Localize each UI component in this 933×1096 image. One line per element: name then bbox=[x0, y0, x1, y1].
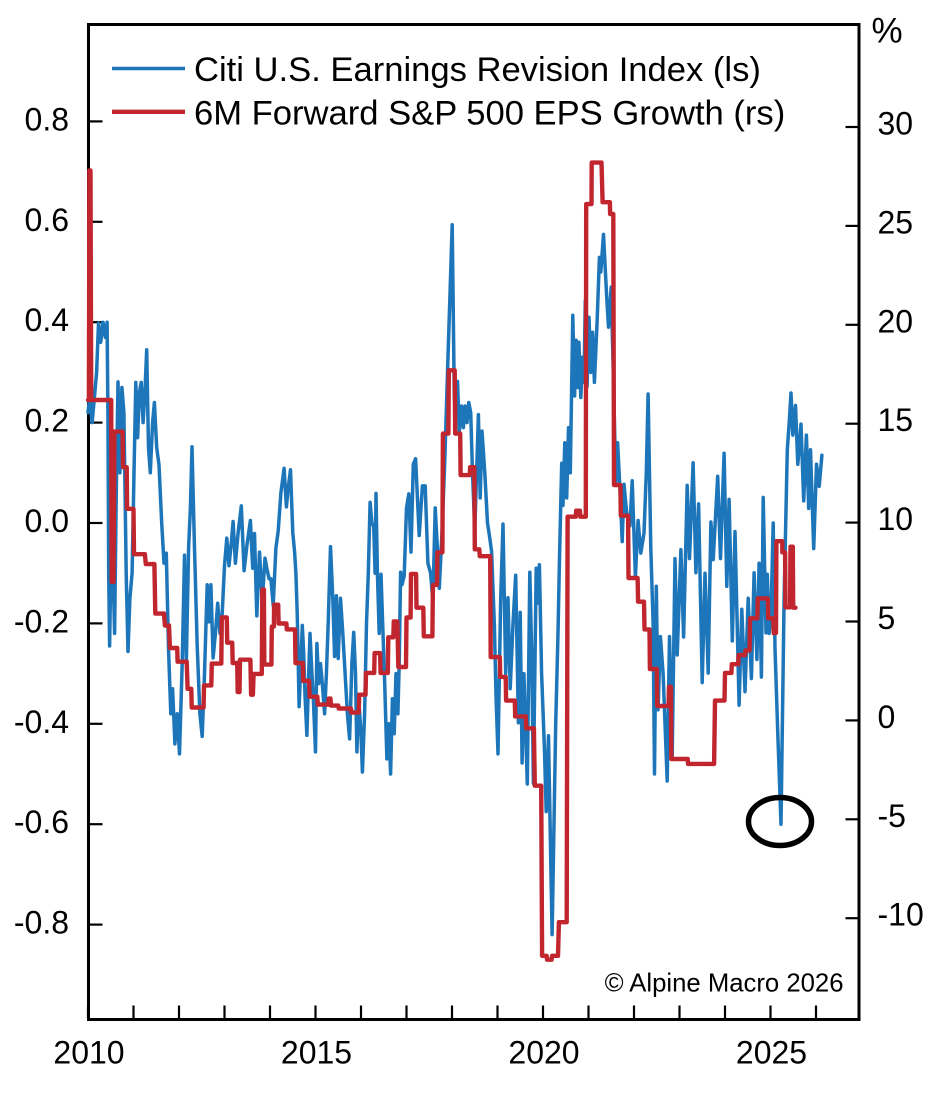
svg-text:0.8: 0.8 bbox=[25, 101, 69, 137]
svg-text:2010: 2010 bbox=[53, 1035, 124, 1071]
svg-text:0.4: 0.4 bbox=[25, 302, 69, 338]
svg-text:2025: 2025 bbox=[736, 1035, 807, 1071]
svg-text:© Alpine Macro 2026: © Alpine Macro 2026 bbox=[605, 970, 844, 998]
svg-text:6M Forward S&P 500 EPS Growth: 6M Forward S&P 500 EPS Growth (rs) bbox=[194, 94, 785, 132]
svg-text:5: 5 bbox=[878, 600, 896, 636]
svg-text:-0.4: -0.4 bbox=[14, 704, 69, 740]
svg-text:-0.2: -0.2 bbox=[14, 603, 69, 639]
svg-text:0.6: 0.6 bbox=[25, 202, 69, 238]
svg-text:%: % bbox=[872, 12, 903, 51]
svg-text:0.2: 0.2 bbox=[25, 403, 69, 439]
svg-text:Citi U.S. Earnings Revision In: Citi U.S. Earnings Revision Index (ls) bbox=[194, 51, 761, 89]
svg-text:25: 25 bbox=[878, 204, 914, 240]
svg-text:2020: 2020 bbox=[508, 1035, 579, 1071]
svg-text:-10: -10 bbox=[878, 897, 924, 933]
svg-text:-0.6: -0.6 bbox=[14, 804, 69, 840]
svg-text:0: 0 bbox=[878, 699, 896, 735]
svg-text:15: 15 bbox=[878, 402, 914, 438]
svg-text:-0.8: -0.8 bbox=[14, 905, 69, 941]
svg-text:0.0: 0.0 bbox=[25, 503, 69, 539]
svg-text:10: 10 bbox=[878, 501, 914, 537]
svg-text:-5: -5 bbox=[878, 798, 906, 834]
svg-text:20: 20 bbox=[878, 303, 914, 339]
svg-text:30: 30 bbox=[878, 106, 914, 142]
svg-text:2015: 2015 bbox=[281, 1035, 352, 1071]
